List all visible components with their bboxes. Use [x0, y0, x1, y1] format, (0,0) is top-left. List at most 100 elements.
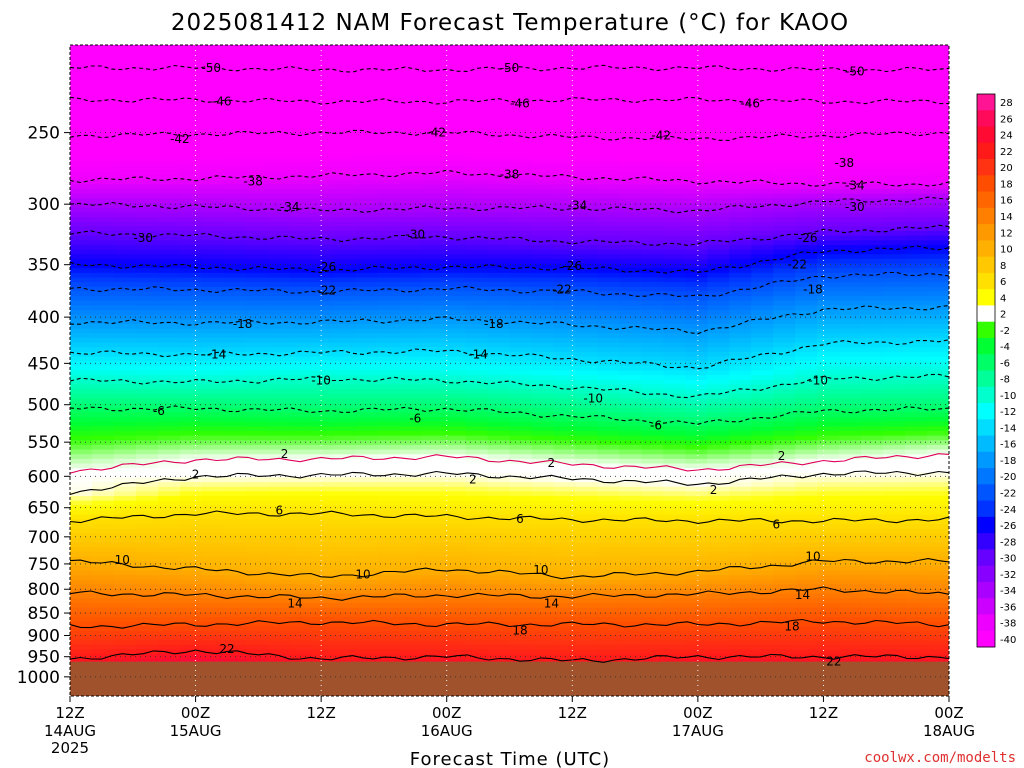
temperature-cell: [289, 68, 313, 74]
temperature-cell: [553, 235, 577, 241]
temperature-cell: [421, 417, 445, 423]
temperature-cell: [311, 45, 335, 51]
temperature-cell: [707, 542, 730, 548]
temperature-cell: [663, 426, 686, 432]
temperature-cell: [509, 365, 533, 372]
temperature-cell: [729, 226, 752, 232]
temperature-cell: [751, 91, 774, 97]
temperature-cell: [289, 389, 313, 395]
temperature-cell: [289, 333, 313, 339]
temperature-cell: [157, 477, 181, 483]
temperature-cell: [707, 500, 730, 506]
temperature-cell: [641, 263, 664, 269]
temperature-cell: [685, 384, 708, 390]
temperature-cell: [377, 161, 401, 167]
temperature-cell: [553, 379, 577, 386]
temperature-cell: [399, 356, 423, 362]
temperature-cell: [531, 91, 555, 97]
temperature-cell: [377, 226, 401, 232]
temperature-cell: [443, 207, 467, 213]
temperature-cell: [619, 528, 642, 534]
temperature-cell: [377, 598, 401, 604]
temperature-cell: [443, 244, 467, 251]
temperature-cell: [817, 384, 840, 390]
temperature-cell: [553, 584, 577, 590]
temperature-cell: [553, 319, 577, 325]
temperature-cell: [597, 393, 620, 399]
temperature-cell: [333, 86, 357, 93]
temperature-cell: [113, 533, 137, 539]
temperature-cell: [377, 398, 401, 404]
temperature-cell: [421, 207, 445, 213]
temperature-cell: [487, 375, 511, 381]
temperature-cell: [399, 72, 423, 79]
temperature-cell: [113, 458, 137, 465]
temperature-cell: [663, 533, 686, 539]
temperature-cell: [355, 319, 379, 325]
temperature-cell: [487, 603, 511, 609]
temperature-cell: [421, 286, 445, 293]
temperature-cell: [135, 77, 159, 83]
temperature-cell: [135, 412, 159, 418]
temperature-cell: [157, 584, 181, 590]
temperature-cell: [135, 207, 159, 213]
temperature-cell: [267, 361, 291, 367]
temperature-cell: [575, 179, 598, 186]
temperature-cell: [619, 333, 642, 339]
temperature-cell: [795, 351, 818, 358]
temperature-cell: [817, 365, 840, 372]
temperature-cell: [333, 616, 357, 623]
temperature-cell: [751, 337, 774, 344]
temperature-cell: [91, 296, 115, 302]
temperature-cell: [641, 537, 664, 544]
temperature-cell: [487, 523, 511, 530]
temperature-cell: [333, 342, 357, 348]
temperature-cell: [817, 333, 840, 339]
temperature-cell: [531, 547, 555, 553]
temperature-cell: [201, 407, 225, 413]
temperature-cell: [355, 105, 379, 111]
temperature-cell: [179, 444, 203, 451]
temperature-cell: [795, 435, 818, 441]
temperature-cell: [707, 165, 730, 172]
temperature-cell: [443, 165, 467, 172]
temperature-cell: [311, 105, 335, 111]
temperature-cell: [421, 170, 445, 176]
temperature-cell: [421, 86, 445, 93]
temperature-cell: [289, 291, 313, 297]
temperature-cell: [179, 179, 203, 186]
temperature-cell: [443, 384, 467, 390]
temperature-cell: [729, 547, 752, 553]
temperature-cell: [641, 426, 664, 432]
temperature-cell: [201, 426, 225, 432]
temperature-cell: [333, 296, 357, 302]
temperature-cell: [751, 468, 774, 474]
temperature-cell: [289, 105, 313, 111]
temperature-cell: [641, 96, 664, 102]
temperature-cell: [289, 263, 313, 269]
temperature-cell: [509, 537, 533, 544]
temperature-cell: [70, 630, 93, 637]
temperature-cell: [707, 72, 730, 79]
temperature-cell: [333, 440, 357, 446]
temperature-cell: [377, 607, 401, 613]
temperature-cell: [399, 128, 423, 134]
temperature-cell: [311, 72, 335, 79]
temperature-cell: [377, 640, 401, 646]
temperature-cell: [773, 300, 796, 306]
temperature-cell: [795, 417, 818, 423]
temperature-cell: [663, 72, 686, 79]
temperature-cell: [663, 138, 686, 144]
temperature-cell: [421, 314, 445, 320]
temperature-cell: [443, 156, 467, 162]
temperature-cell: [641, 603, 664, 609]
temperature-cell: [223, 616, 247, 623]
temperature-cell: [179, 128, 203, 134]
temperature-cell: [575, 365, 598, 372]
temperature-cell: [531, 226, 555, 232]
temperature-cell: [839, 347, 862, 353]
temperature-cell: [839, 100, 862, 107]
temperature-cell: [839, 142, 862, 148]
temperature-cell: [707, 547, 730, 553]
temperature-cell: [575, 375, 598, 381]
